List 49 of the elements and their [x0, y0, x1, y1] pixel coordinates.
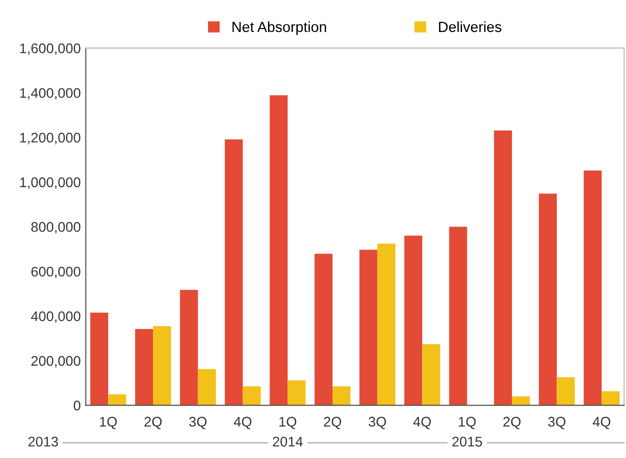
bar: [314, 254, 333, 406]
bar: [108, 394, 126, 406]
x-tick-label: 1Q: [458, 416, 476, 430]
text: 2013: [28, 436, 58, 447]
bar: [512, 396, 530, 406]
bar: [332, 386, 350, 406]
text: 2014: [272, 436, 303, 447]
x-tick-label: 1Q: [100, 416, 117, 430]
bar: [224, 139, 243, 406]
y-tick-label: 400,000: [31, 311, 80, 323]
bar: [422, 344, 440, 406]
bar: [449, 226, 468, 406]
bar: [135, 328, 154, 406]
bar: [584, 170, 602, 406]
x-tick-label: 2Q: [503, 416, 521, 430]
x-tick-label: 2Q: [324, 416, 342, 430]
y-tick-label: 0: [74, 400, 80, 410]
bar: [556, 377, 575, 406]
bar: [153, 326, 171, 406]
y-tick-label: 600,000: [31, 266, 80, 278]
x-tick-label: 3Q: [548, 416, 566, 430]
bar: [602, 391, 620, 406]
y-tick-label: 1,000,000: [20, 177, 80, 189]
bar: [377, 244, 396, 406]
x-tick-label: 4Q: [592, 416, 610, 430]
x-tick-label: 3Q: [368, 416, 386, 430]
text: 2015: [452, 436, 482, 447]
y-tick-label: 1,200,000: [20, 132, 80, 144]
bar: [90, 312, 108, 406]
x-tick-label: 3Q: [189, 416, 207, 430]
x-tick-label: 4Q: [413, 416, 431, 430]
legend-label: Deliveries: [439, 21, 502, 32]
bar: [538, 194, 557, 406]
x-tick-label: 2Q: [144, 416, 162, 430]
y-tick-label: 200,000: [31, 356, 80, 368]
y-tick-label: 1,600,000: [20, 43, 80, 55]
bar: [288, 380, 306, 406]
bar: [494, 130, 512, 406]
bar: [359, 250, 378, 406]
x-tick-label: 1Q: [279, 416, 296, 430]
bar: [404, 236, 422, 406]
bar: [270, 95, 288, 406]
bar: [242, 386, 261, 406]
legend-label: Net Absorption: [232, 21, 326, 35]
x-tick-label: 4Q: [234, 416, 252, 430]
bar: [180, 290, 198, 406]
y-tick-label: 800,000: [31, 222, 80, 234]
y-tick-label: 1,400,000: [20, 88, 80, 100]
bar: [198, 369, 216, 406]
